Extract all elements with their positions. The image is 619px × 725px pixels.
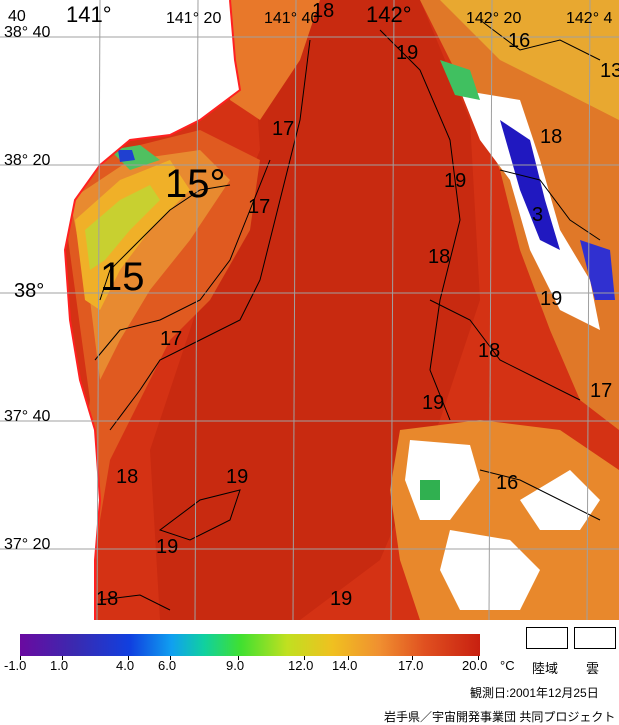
scale-tick-mark: [348, 656, 349, 660]
isotherm-label: 19: [540, 288, 563, 310]
land-label: 陸域: [532, 661, 559, 676]
isotherm-label: 19: [330, 588, 353, 610]
scale-tick-mark: [128, 656, 129, 660]
scale-unit-label: °C: [500, 658, 515, 673]
lon-label-142: 142°: [366, 2, 412, 27]
isotherm-label: 17: [272, 118, 295, 140]
isotherm-label: 3: [532, 204, 544, 226]
isotherm-label-15: 15: [100, 255, 145, 299]
land-swatch: [526, 627, 568, 649]
lon-label-142-40: 142° 4: [566, 10, 613, 27]
scale-tick-mark: [170, 656, 171, 660]
isotherm-label: 17: [590, 380, 613, 402]
isotherm-label: 17: [248, 196, 271, 218]
isotherm-label-15-degree: 15°: [165, 162, 226, 206]
lon-label-142-20: 142° 20: [466, 10, 522, 27]
scale-tick-label: 12.0: [288, 658, 314, 673]
cloud-label: 雲: [586, 661, 600, 676]
scale-tick-mark: [20, 656, 21, 660]
lat-label-37-20: 37° 20: [4, 536, 51, 553]
isotherm-label: 18: [478, 340, 501, 362]
lat-label-38-20: 38° 20: [4, 152, 51, 169]
scale-tick-mark: [478, 656, 479, 660]
sea-surface-temperature-map: 38° 40 38° 20 38° 37° 40 37° 20 40 141° …: [0, 0, 619, 621]
isotherm-label: 19: [444, 170, 467, 192]
isotherm-label: 19: [226, 466, 249, 488]
observation-date: 観測日:2001年12月25日: [470, 686, 599, 700]
scale-tick-label: 4.0: [116, 658, 135, 673]
lat-label-37-40: 37° 40: [4, 408, 51, 425]
scale-tick-mark: [62, 656, 63, 660]
lat-label-38: 38°: [14, 280, 45, 302]
scale-tick-label: -1.0: [4, 658, 27, 673]
lat-label-38-40: 38° 40: [4, 24, 51, 41]
isotherm-label: 16: [508, 30, 531, 52]
scale-tick-mark: [238, 656, 239, 660]
isotherm-label: 19: [156, 536, 179, 558]
scale-tick-label: 9.0: [226, 658, 245, 673]
credit-text: 岩手県／宇宙開発事業団 共同プロジェクト: [384, 710, 616, 724]
isotherm-label: 18: [116, 466, 139, 488]
isotherm-label: 16: [496, 472, 519, 494]
scale-tick-label: 20.0: [462, 658, 488, 673]
lon-label-141-40: 141° 40: [264, 10, 320, 27]
isotherm-label: 18: [428, 246, 451, 268]
isotherm-label: 19: [396, 42, 419, 64]
scale-tick-label: 14.0: [332, 658, 358, 673]
scale-tick-label: 1.0: [50, 658, 69, 673]
scale-tick-label: 6.0: [158, 658, 177, 673]
isotherm-label: 18: [96, 588, 119, 610]
corner-label: 40: [8, 8, 26, 25]
isotherm-label: 18: [312, 0, 335, 22]
lon-label-141-20: 141° 20: [166, 10, 222, 27]
isotherm-label: 18: [540, 126, 563, 148]
scale-tick-mark: [304, 656, 305, 660]
scale-tick-mark: [412, 656, 413, 660]
isotherm-label: 13: [600, 60, 619, 82]
lon-label-141: 141°: [66, 2, 112, 27]
isotherm-label: 19: [422, 392, 445, 414]
isotherm-label: 17: [160, 328, 183, 350]
map-canvas: [0, 0, 619, 621]
temperature-color-scale: [20, 634, 480, 656]
cloud-swatch: [574, 627, 616, 649]
scale-tick-label: 17.0: [398, 658, 424, 673]
